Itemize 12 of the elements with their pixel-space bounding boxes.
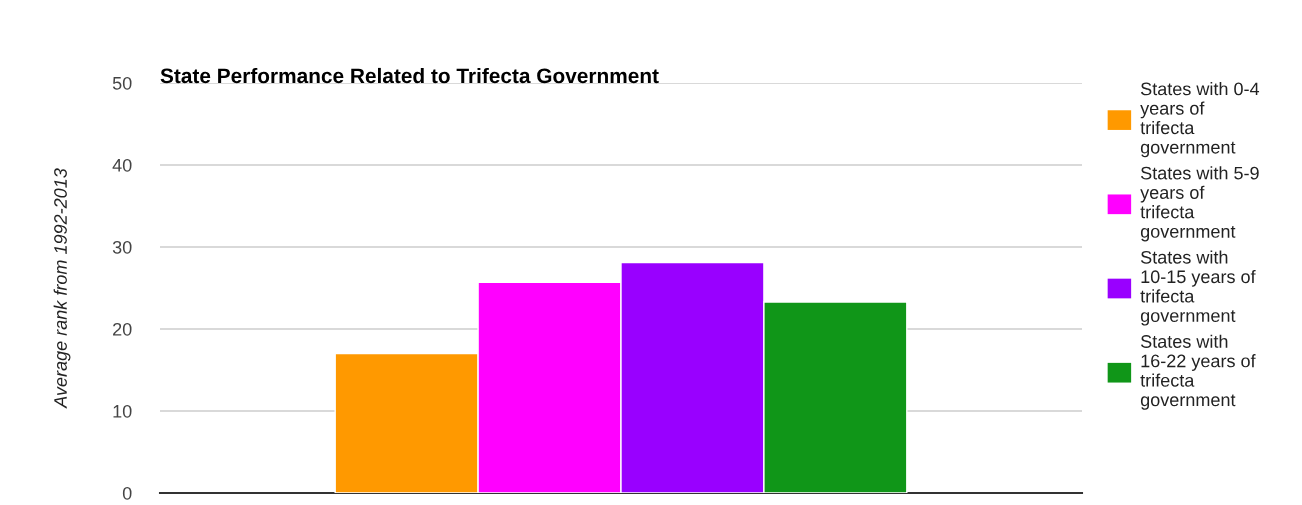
legend-label: States with 5-9 years of trifecta government [1140,166,1259,242]
legend-label: States with 16-22 years of trifecta government [1140,334,1256,410]
legend-label: States with 10-15 years of trifecta government [1140,250,1256,326]
y-tick-label: 30 [112,240,132,254]
legend-label: States with 0-4 years of trifecta government [1140,82,1260,158]
y-tick-label: 50 [112,76,132,90]
chart-title: State Performance Related to Trifecta Government [160,67,659,84]
y-tick-label: 0 [122,486,132,500]
y-tick-label: 20 [113,322,132,336]
y-tick-label: 40 [112,158,132,172]
y-axis-title: Average rank from 1992-2013 [53,168,71,409]
y-tick-label: 10 [113,404,132,418]
